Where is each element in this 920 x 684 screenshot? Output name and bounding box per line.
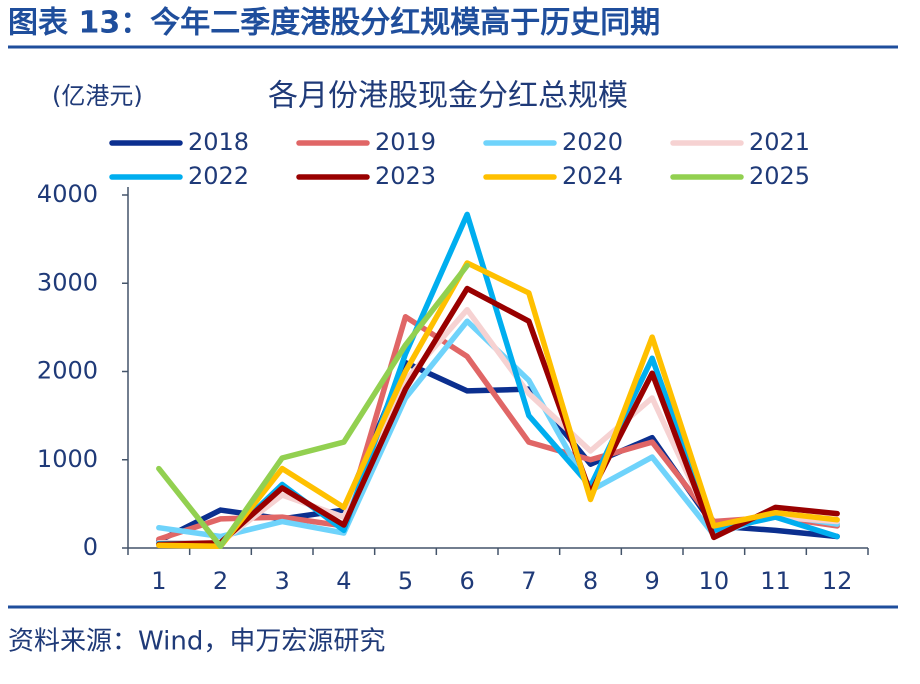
y-tick-label: 3000 — [37, 268, 98, 296]
x-tick-label: 6 — [460, 567, 475, 595]
figure-title: 图表 13：今年二季度港股分红规模高于历史同期 — [8, 6, 660, 41]
series-line — [156, 285, 840, 548]
x-tick-label: 9 — [645, 567, 660, 595]
legend-label: 2021 — [749, 128, 810, 156]
x-tick-label: 5 — [398, 567, 413, 595]
x-tick-label: 10 — [699, 567, 730, 595]
series-line — [156, 314, 840, 542]
legend-label: 2023 — [375, 162, 436, 190]
legend-label: 2022 — [188, 162, 249, 190]
x-tick-label: 4 — [336, 567, 351, 595]
y-tick-label: 0 — [83, 533, 98, 561]
chart-title: 各月份港股现金分红总规模 — [268, 79, 628, 114]
series-line — [156, 260, 840, 549]
y-axis-label: (亿港元) — [52, 82, 143, 110]
x-tick-label: 12 — [822, 567, 853, 595]
legend-label: 2024 — [562, 162, 623, 190]
y-tick-label: 1000 — [37, 445, 98, 473]
series-line — [156, 262, 470, 549]
x-tick-label: 11 — [760, 567, 791, 595]
x-tick-label: 8 — [583, 567, 598, 595]
x-tick-label: 7 — [521, 567, 536, 595]
legend-label: 2020 — [562, 128, 623, 156]
legend-label: 2018 — [188, 128, 249, 156]
legend-label: 2019 — [375, 128, 436, 156]
legend-label: 2025 — [749, 162, 810, 190]
x-tick-label: 2 — [213, 567, 228, 595]
x-tick-label: 1 — [151, 567, 166, 595]
x-tick-label: 3 — [275, 567, 290, 595]
y-tick-label: 4000 — [37, 180, 98, 208]
y-tick-label: 2000 — [37, 357, 98, 385]
source: 资料来源：Wind，申万宏源研究 — [8, 627, 385, 657]
